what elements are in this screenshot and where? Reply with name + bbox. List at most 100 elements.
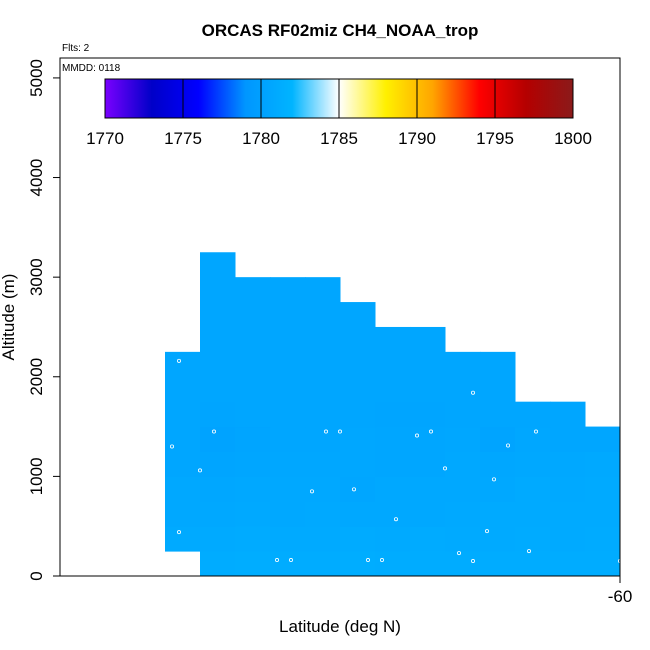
heatmap-cell: [305, 302, 341, 328]
heatmap-cell: [340, 376, 376, 403]
y-tick-label: 2000: [27, 358, 46, 396]
heatmap-cell: [305, 526, 341, 552]
heatmap-cell: [305, 476, 341, 502]
heatmap-cell: [410, 501, 446, 527]
heatmap-cell: [410, 326, 446, 353]
heatmap-cell: [515, 526, 551, 552]
sample-point: [176, 358, 181, 363]
heatmap-cell: [235, 302, 271, 328]
heatmap-cell: [305, 376, 341, 403]
heatmap-cell: [445, 551, 481, 576]
sample-point: [491, 477, 496, 482]
heatmap-cell: [305, 351, 341, 378]
x-axis-label: Latitude (deg N): [279, 617, 401, 636]
heatmap-cell: [165, 401, 201, 428]
heatmap-cell: [270, 476, 306, 502]
heatmap-cell: [200, 426, 236, 452]
heatmap-cell: [480, 351, 516, 378]
heatmap-cell: [165, 526, 201, 552]
heatmap-cell: [445, 526, 481, 552]
plot-frame: [59, 57, 621, 577]
sample-point: [379, 558, 384, 563]
heatmap-cell: [235, 476, 271, 502]
heatmap-cell: [480, 476, 516, 502]
sample-point: [527, 549, 532, 554]
heatmap-cell: [165, 501, 201, 527]
heatmap-cell: [305, 451, 341, 477]
heatmap-cell: [410, 476, 446, 502]
heatmap-cell: [445, 401, 481, 428]
sample-point: [442, 466, 447, 471]
heatmap-cell: [480, 551, 516, 576]
sample-point: [211, 429, 216, 434]
x-axis: -60: [608, 576, 633, 606]
heatmap-cell: [375, 551, 411, 576]
colorbar-tick-label: 1800: [554, 129, 592, 148]
heatmap-cell: [410, 451, 446, 477]
heatmap-cell: [375, 351, 411, 378]
heatmap-cell: [270, 426, 306, 452]
heatmap-cell: [270, 551, 306, 576]
heatmap-cell: [305, 426, 341, 452]
heatmap-cell: [165, 351, 201, 378]
sample-point: [309, 489, 314, 494]
heatmap-cell: [445, 426, 481, 452]
heatmap-cell: [200, 252, 236, 278]
heatmap-cell: [515, 551, 551, 576]
heatmap-cell: [165, 376, 201, 403]
sample-point: [197, 468, 202, 473]
heatmap-cell: [375, 401, 411, 428]
heatmap-cell: [585, 551, 620, 576]
heatmap-cell: [515, 501, 551, 527]
heatmap-cell: [340, 401, 376, 428]
heatmap-cell: [340, 351, 376, 378]
sample-point: [288, 558, 293, 563]
heatmap-cell: [235, 326, 271, 353]
y-axis-label: Altitude (m): [0, 274, 18, 361]
heatmap-cell: [410, 401, 446, 428]
heatmap-cell: [585, 451, 620, 477]
heatmap-cell: [515, 401, 551, 428]
colorbar-tick-label: 1795: [476, 129, 514, 148]
heatmap-cell: [270, 451, 306, 477]
heatmap-cell: [340, 426, 376, 452]
heatmap-cell: [585, 476, 620, 502]
heatmap-cell: [340, 476, 376, 502]
heatmap-cell: [305, 326, 341, 353]
sample-point: [618, 559, 620, 564]
heatmap-cell: [340, 326, 376, 353]
sample-point: [484, 529, 489, 534]
sample-point: [190, 552, 195, 557]
heatmap-cell: [410, 376, 446, 403]
heatmap-cell: [235, 451, 271, 477]
y-tick-label: 1000: [27, 457, 46, 495]
heatmap-cell: [375, 526, 411, 552]
heatmap-cell: [235, 426, 271, 452]
sample-point: [470, 390, 475, 395]
heatmap-cell: [445, 501, 481, 527]
colorbar-tick-label: 1775: [164, 129, 202, 148]
heatmap-cell: [375, 376, 411, 403]
sample-point: [190, 272, 195, 277]
heatmap-cell: [165, 426, 201, 452]
heatmap-cell: [550, 426, 586, 452]
sample-point: [470, 559, 475, 564]
sample-point: [351, 487, 356, 492]
heatmap-cell: [375, 326, 411, 353]
x-tick-label: -60: [608, 587, 633, 606]
heatmap-cell: [235, 526, 271, 552]
heatmap-cell: [550, 476, 586, 502]
heatmap-cell: [270, 302, 306, 328]
sample-point: [274, 558, 279, 563]
heatmap-cell: [200, 551, 236, 576]
heatmap-cell: [585, 526, 620, 552]
sample-point: [169, 444, 174, 449]
heatmap-cell: [270, 277, 306, 303]
sample-point: [428, 429, 433, 434]
heatmap-cell: [480, 501, 516, 527]
sample-point: [456, 551, 461, 556]
y-tick-label: 0: [27, 571, 46, 580]
heatmap-cell: [550, 526, 586, 552]
heatmap-cell: [270, 401, 306, 428]
heatmap-cell: [200, 401, 236, 428]
